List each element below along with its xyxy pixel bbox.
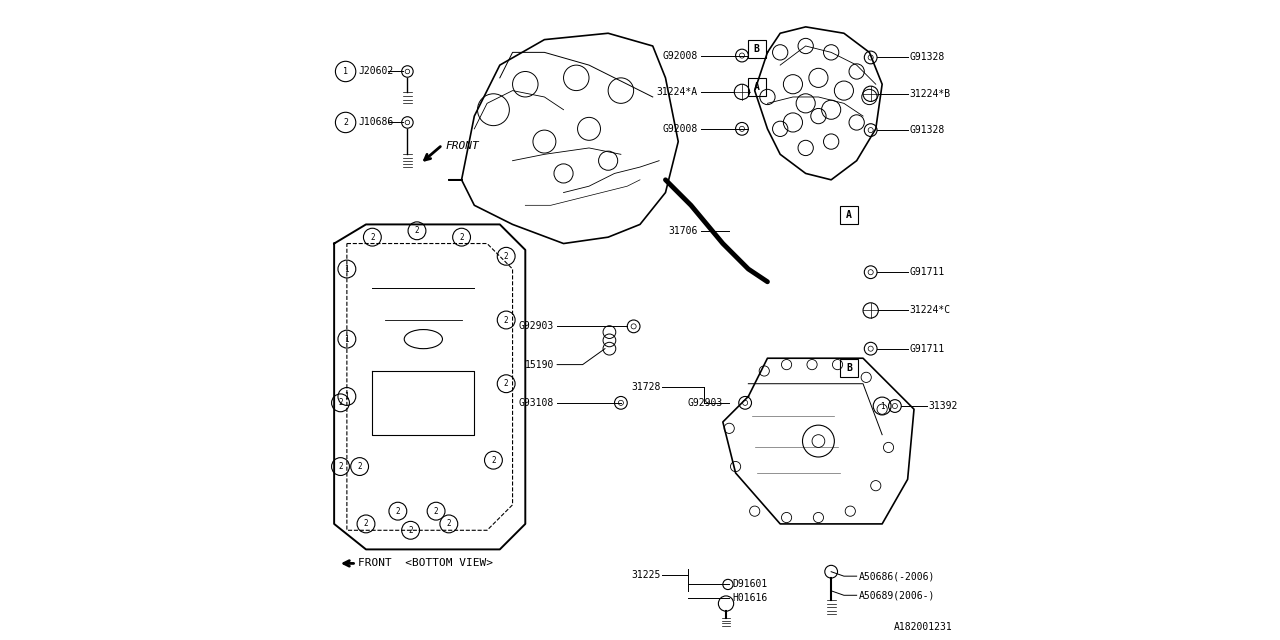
Text: 1: 1: [344, 392, 349, 401]
Text: G91711: G91711: [910, 268, 945, 277]
Text: G92008: G92008: [662, 124, 698, 134]
Text: A: A: [754, 83, 759, 92]
Text: G93108: G93108: [518, 398, 554, 408]
Text: 31224*C: 31224*C: [910, 305, 951, 316]
Text: 2: 2: [338, 398, 343, 407]
Text: 2: 2: [357, 462, 362, 471]
Text: G92903: G92903: [518, 321, 554, 332]
Bar: [748, 79, 765, 97]
Text: 2: 2: [370, 233, 375, 242]
Bar: [840, 206, 858, 224]
Text: A50686(-2006): A50686(-2006): [859, 571, 934, 581]
Text: 2: 2: [408, 526, 413, 535]
Text: 2: 2: [504, 316, 508, 324]
Bar: [840, 359, 858, 377]
Text: 31706: 31706: [668, 226, 698, 236]
Text: 1: 1: [344, 264, 349, 273]
Text: A: A: [846, 210, 852, 220]
Text: H01616: H01616: [732, 593, 768, 604]
Text: 2: 2: [460, 233, 463, 242]
Text: 1: 1: [344, 335, 349, 344]
Text: 2: 2: [447, 520, 451, 529]
Text: 2: 2: [415, 227, 420, 236]
Text: 2: 2: [338, 462, 343, 471]
Text: 2: 2: [343, 118, 348, 127]
Text: 31224*B: 31224*B: [910, 89, 951, 99]
Text: 15190: 15190: [525, 360, 554, 370]
Text: A50689(2006-): A50689(2006-): [859, 590, 934, 600]
Text: G91328: G91328: [910, 52, 945, 63]
Text: 1: 1: [343, 67, 348, 76]
Text: J20602: J20602: [358, 67, 393, 77]
Text: 2: 2: [504, 380, 508, 388]
Text: B: B: [846, 363, 852, 372]
Text: 31225: 31225: [631, 570, 660, 580]
Text: 31392: 31392: [929, 401, 957, 411]
Text: FRONT: FRONT: [445, 141, 480, 151]
Text: D91601: D91601: [732, 579, 768, 589]
Text: 2: 2: [396, 507, 401, 516]
Text: 31728: 31728: [631, 382, 660, 392]
Text: 2: 2: [492, 456, 495, 465]
Text: 31224*A: 31224*A: [657, 87, 698, 97]
Text: A182001231: A182001231: [893, 622, 952, 632]
Text: B: B: [754, 44, 759, 54]
Text: G92008: G92008: [662, 51, 698, 61]
Text: G91711: G91711: [910, 344, 945, 354]
Text: 1: 1: [879, 401, 884, 410]
Bar: [748, 40, 765, 58]
Text: J10686: J10686: [358, 118, 393, 127]
Text: G92903: G92903: [687, 398, 723, 408]
Text: 2: 2: [434, 507, 439, 516]
Text: 2: 2: [364, 520, 369, 529]
Text: 2: 2: [504, 252, 508, 260]
Text: G91328: G91328: [910, 125, 945, 135]
Text: FRONT  <BOTTOM VIEW>: FRONT <BOTTOM VIEW>: [358, 559, 493, 568]
